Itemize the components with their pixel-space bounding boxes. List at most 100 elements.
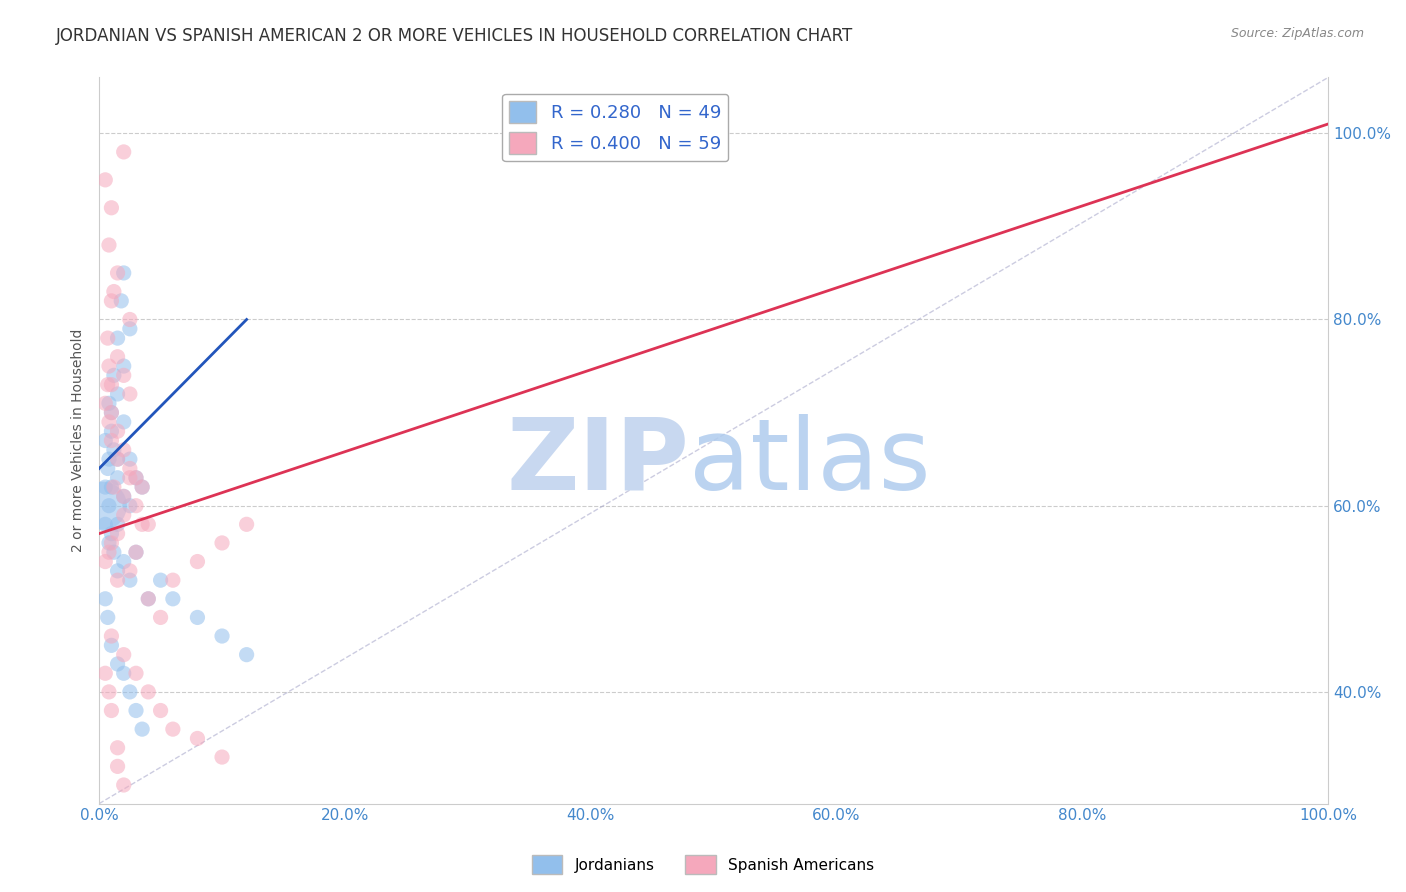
Point	[112, 778, 135, 792]
Point	[100, 406, 122, 420]
Point	[97, 499, 120, 513]
Point	[100, 629, 122, 643]
Point	[100, 434, 122, 448]
Point	[97, 610, 120, 624]
Point	[186, 555, 208, 569]
Point	[97, 461, 120, 475]
Point	[136, 591, 159, 606]
Point	[94, 480, 117, 494]
Point	[103, 442, 125, 457]
Point	[112, 666, 135, 681]
Point	[94, 173, 117, 187]
Point	[118, 471, 141, 485]
Point	[103, 480, 125, 494]
Point	[131, 517, 153, 532]
Point	[118, 452, 141, 467]
Point	[136, 685, 159, 699]
Point	[100, 293, 122, 308]
Point	[112, 489, 135, 503]
Y-axis label: 2 or more Vehicles in Household: 2 or more Vehicles in Household	[72, 329, 86, 552]
Point	[131, 480, 153, 494]
Point	[211, 629, 233, 643]
Point	[118, 499, 141, 513]
Point	[162, 573, 184, 587]
Point	[107, 740, 129, 755]
Point	[107, 387, 129, 401]
Point	[162, 591, 184, 606]
Point	[186, 731, 208, 746]
Point	[97, 545, 120, 559]
Point	[136, 591, 159, 606]
Point	[97, 415, 120, 429]
Point	[97, 685, 120, 699]
Point	[91, 499, 114, 513]
Point	[94, 434, 117, 448]
Point	[107, 331, 129, 345]
Point	[94, 396, 117, 410]
Point	[131, 722, 153, 736]
Point	[107, 564, 129, 578]
Point	[97, 396, 120, 410]
Point	[107, 424, 129, 438]
Text: atlas: atlas	[689, 414, 931, 511]
Point	[112, 489, 135, 503]
Point	[112, 368, 135, 383]
Point	[125, 471, 148, 485]
Point	[235, 648, 257, 662]
Point	[112, 145, 135, 159]
Point	[162, 722, 184, 736]
Point	[118, 322, 141, 336]
Point	[125, 499, 148, 513]
Point	[112, 648, 135, 662]
Point	[136, 517, 159, 532]
Point	[100, 201, 122, 215]
Point	[149, 704, 172, 718]
Point	[100, 536, 122, 550]
Point	[103, 368, 125, 383]
Legend: R = 0.280   N = 49, R = 0.400   N = 59: R = 0.280 N = 49, R = 0.400 N = 59	[502, 94, 728, 161]
Point	[112, 359, 135, 373]
Point	[94, 517, 117, 532]
Point	[118, 312, 141, 326]
Point	[125, 666, 148, 681]
Point	[107, 452, 129, 467]
Point	[186, 610, 208, 624]
Point	[118, 685, 141, 699]
Point	[112, 508, 135, 522]
Point	[149, 610, 172, 624]
Point	[107, 350, 129, 364]
Point	[107, 266, 129, 280]
Point	[149, 573, 172, 587]
Point	[107, 452, 129, 467]
Text: JORDANIAN VS SPANISH AMERICAN 2 OR MORE VEHICLES IN HOUSEHOLD CORRELATION CHART: JORDANIAN VS SPANISH AMERICAN 2 OR MORE …	[56, 27, 853, 45]
Point	[97, 452, 120, 467]
Point	[235, 517, 257, 532]
Point	[107, 526, 129, 541]
Point	[94, 591, 117, 606]
Point	[103, 285, 125, 299]
Point	[107, 573, 129, 587]
Point	[125, 545, 148, 559]
Point	[97, 536, 120, 550]
Point	[97, 377, 120, 392]
Point	[107, 517, 129, 532]
Point	[107, 759, 129, 773]
Point	[100, 638, 122, 652]
Point	[100, 526, 122, 541]
Point	[100, 480, 122, 494]
Point	[107, 471, 129, 485]
Text: Source: ZipAtlas.com: Source: ZipAtlas.com	[1230, 27, 1364, 40]
Point	[100, 406, 122, 420]
Point	[110, 293, 132, 308]
Point	[100, 424, 122, 438]
Point	[94, 555, 117, 569]
Point	[211, 750, 233, 764]
Point	[125, 704, 148, 718]
Point	[112, 415, 135, 429]
Point	[118, 573, 141, 587]
Point	[97, 238, 120, 252]
Point	[118, 564, 141, 578]
Point	[97, 359, 120, 373]
Point	[112, 555, 135, 569]
Point	[97, 331, 120, 345]
